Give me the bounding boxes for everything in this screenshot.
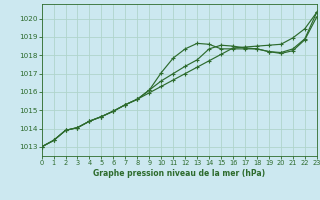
X-axis label: Graphe pression niveau de la mer (hPa): Graphe pression niveau de la mer (hPa) bbox=[93, 169, 265, 178]
